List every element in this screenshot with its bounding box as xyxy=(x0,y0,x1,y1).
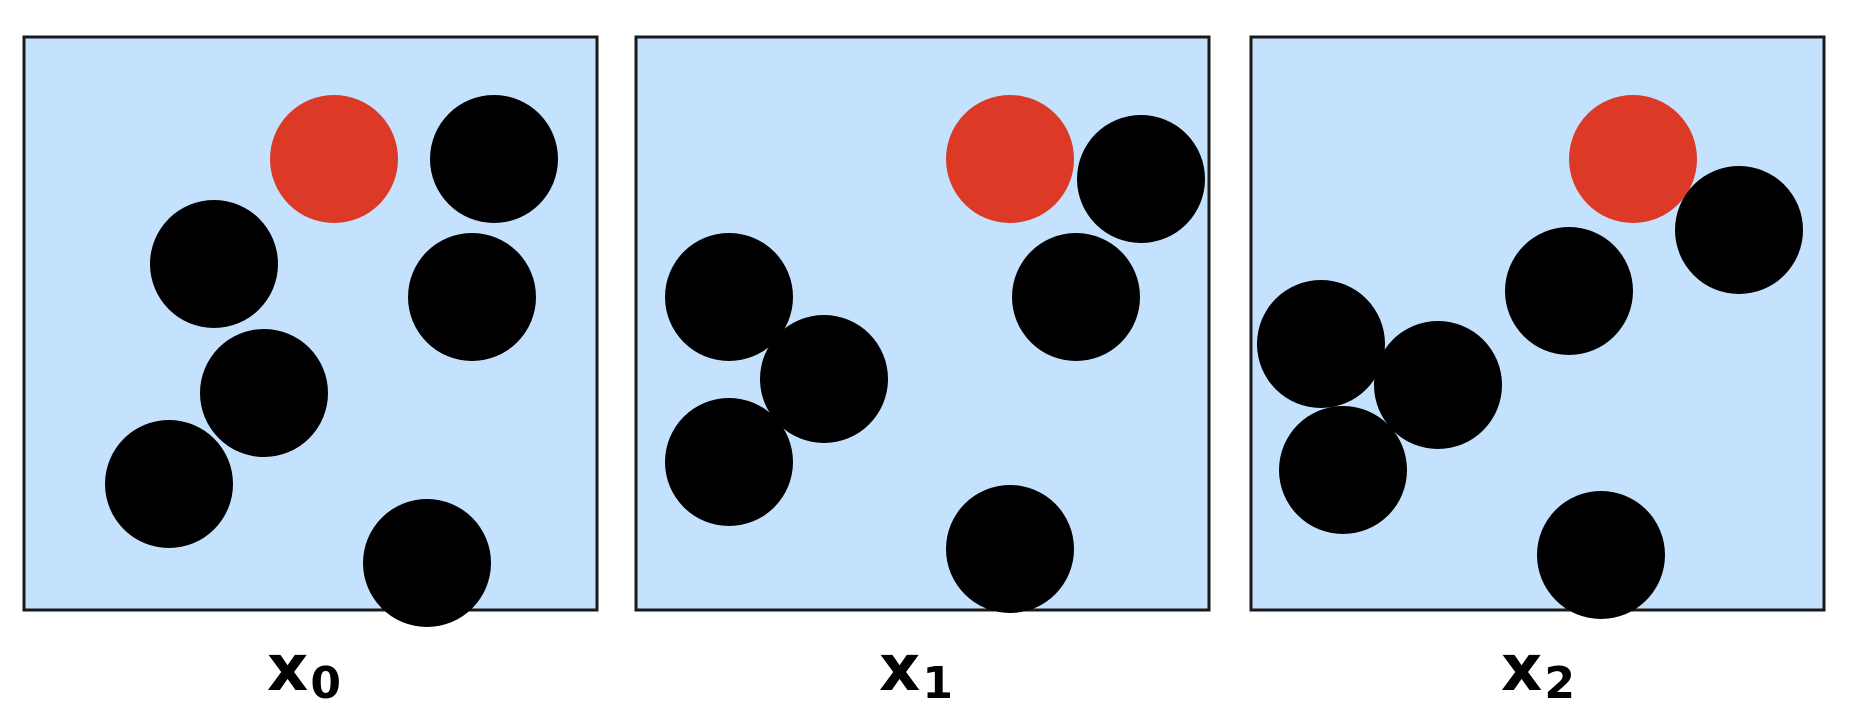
ball xyxy=(105,420,233,548)
highlighted-ball xyxy=(1569,95,1697,223)
ball xyxy=(1257,280,1385,408)
ball xyxy=(1077,115,1205,243)
ball xyxy=(760,315,888,443)
ball xyxy=(408,233,536,361)
ball xyxy=(1505,227,1633,355)
ball xyxy=(946,485,1074,613)
ball-group xyxy=(665,95,1205,613)
ball xyxy=(150,200,278,328)
panel-x2 xyxy=(1249,35,1826,619)
ball xyxy=(1012,233,1140,361)
panel-x0 xyxy=(22,35,599,627)
ball-group xyxy=(105,95,558,627)
ball xyxy=(1675,166,1803,294)
highlighted-ball xyxy=(946,95,1074,223)
ball xyxy=(363,499,491,627)
ball xyxy=(1537,491,1665,619)
panel-label-x1: x1 xyxy=(879,632,953,709)
ball xyxy=(200,329,328,457)
panel-x1 xyxy=(634,35,1211,613)
ball xyxy=(665,398,793,526)
ball xyxy=(665,233,793,361)
ball-group xyxy=(1257,95,1803,619)
ball xyxy=(430,95,558,223)
ball xyxy=(1279,406,1407,534)
highlighted-ball xyxy=(270,95,398,223)
ball xyxy=(1374,321,1502,449)
panel-label-x2: x2 xyxy=(1501,632,1575,709)
panel-label-x0: x0 xyxy=(267,632,341,709)
